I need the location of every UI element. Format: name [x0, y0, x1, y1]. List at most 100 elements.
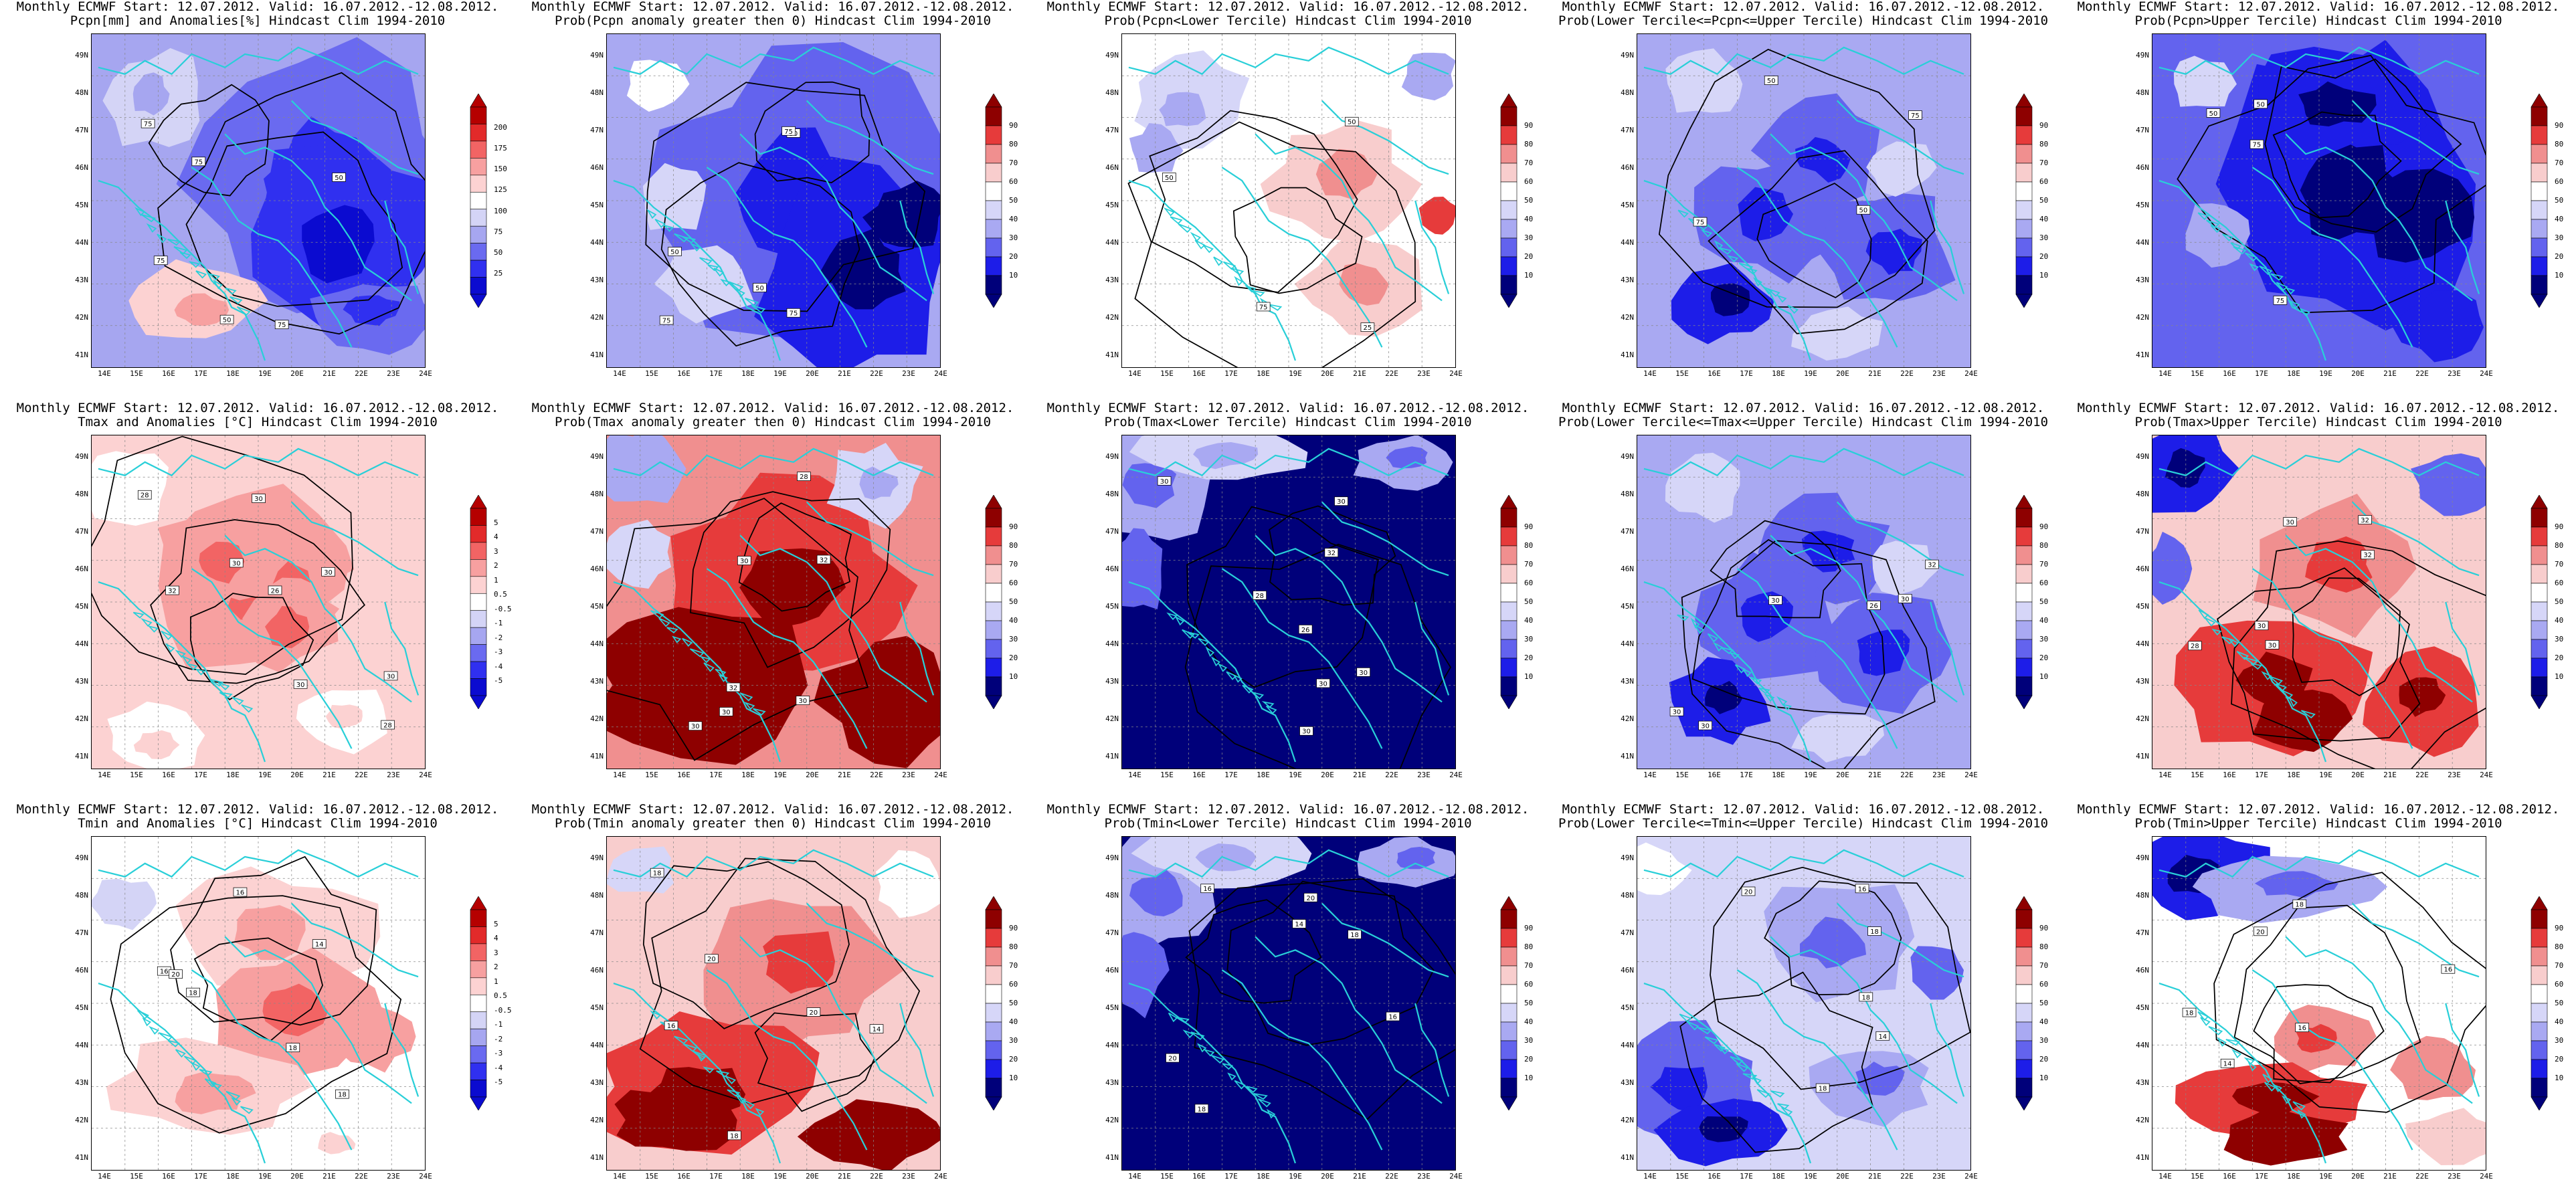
- colorbar-segment: [2015, 219, 2033, 239]
- latitude-label: 46N: [590, 966, 604, 975]
- contour-label: 30: [737, 556, 751, 565]
- panel-title-line2: Prob(Pcpn>Upper Tercile) Hindcast Clim 1…: [2134, 13, 2502, 28]
- coastline-and-borders: [613, 447, 935, 763]
- shaded-region-core: [325, 704, 363, 729]
- latitude-label: 48N: [590, 88, 604, 97]
- map-svg: 28 30 30 30 32 32: [2152, 435, 2486, 769]
- longitude-label: 24E: [419, 771, 432, 779]
- longitude-label: 22E: [1385, 1172, 1398, 1181]
- colorbar-segment: [2531, 163, 2548, 183]
- shaded-region-core: [302, 205, 375, 284]
- svg-text:75: 75: [2253, 142, 2262, 149]
- svg-text:30: 30: [2268, 642, 2277, 649]
- latitude-label: 47N: [2136, 126, 2149, 134]
- colorbar-tick-label: 90: [2555, 924, 2564, 932]
- colorbar-tick-label: 3: [494, 546, 498, 556]
- contour-label: 14: [2220, 1058, 2235, 1068]
- panel-title-line2: Prob(Lower Tercile<=Pcpn<=Upper Tercile)…: [1558, 13, 2049, 28]
- colorbar-segment: [985, 928, 1002, 948]
- svg-text:50: 50: [335, 175, 343, 182]
- svg-text:20: 20: [1168, 1056, 1177, 1063]
- contour-label: 75: [1256, 302, 1271, 311]
- colorbar-tick-label: 70: [1524, 159, 1534, 167]
- longitude-label: 18E: [2287, 369, 2300, 378]
- colorbar-tick-label: 3: [494, 948, 498, 957]
- latitude-label: 44N: [2136, 238, 2149, 247]
- colorbar-tick-label: 80: [2555, 140, 2564, 148]
- contour-label: 16: [2295, 1023, 2310, 1032]
- coastline-and-borders: [98, 849, 420, 1164]
- latitude-label: 48N: [590, 891, 604, 900]
- colorbar-segment: [985, 984, 1002, 1004]
- contour-label: 18: [650, 868, 664, 878]
- colorbar-segment: [985, 965, 1002, 985]
- contour-lines: [639, 858, 921, 1112]
- latitude-label: 42N: [1105, 1116, 1119, 1124]
- contour-lines: [1185, 878, 1455, 1120]
- longitude-label: 23E: [1417, 771, 1431, 779]
- colorbar-tick-label: 20: [1524, 654, 1534, 662]
- colorbar-segment: [985, 564, 1002, 584]
- longitude-label: 19E: [1804, 1172, 1817, 1181]
- longitude-label: 22E: [1900, 771, 1914, 779]
- colorbar-tick-label: 50: [2039, 196, 2049, 205]
- longitude-label: 20E: [2351, 771, 2365, 779]
- panel-title-line1: Monthly ECMWF Start: 12.07.2012. Valid: …: [531, 401, 1014, 415]
- colorbar-tick-label: 10: [2555, 672, 2564, 681]
- colorbar-tick-label: 10: [1009, 672, 1018, 681]
- longitude-label: 23E: [2448, 771, 2461, 779]
- longitude-label: 17E: [1740, 369, 1753, 378]
- longitude-label: 15E: [1160, 369, 1174, 378]
- colorbar-tick-label: 80: [1009, 140, 1018, 148]
- map-svg: 28 30 30 30 30 32 32: [607, 435, 940, 769]
- colorbar-segment: [985, 1059, 1002, 1079]
- svg-text:14: 14: [872, 1026, 881, 1033]
- longitude-label: 17E: [709, 369, 723, 378]
- svg-text:30: 30: [1319, 680, 1327, 688]
- colorbar-segment: [470, 627, 487, 645]
- colorbar-tick-label: 20: [1009, 252, 1018, 261]
- contour-label: 32: [1324, 548, 1339, 557]
- colorbar-segment: [985, 144, 1002, 164]
- svg-text:18: 18: [1861, 994, 1870, 1001]
- shaded-region-core: [1705, 681, 1743, 714]
- latitude-label: 49N: [2136, 51, 2149, 60]
- longitude-label: 18E: [1257, 771, 1270, 779]
- colorbar-tick-label: 70: [1009, 961, 1018, 970]
- colorbar-segment: [2531, 601, 2548, 621]
- contour-label: 30: [1157, 476, 1172, 486]
- svg-text:30: 30: [2258, 623, 2266, 630]
- contour-label: 50: [2253, 99, 2268, 108]
- shaded-region-core: [1129, 869, 1183, 917]
- longitude-label: 19E: [1289, 771, 1302, 779]
- latitude-label: 41N: [590, 752, 604, 761]
- panel-title-line1: Monthly ECMWF Start: 12.07.2012. Valid: …: [1046, 401, 1530, 415]
- latitude-label: 49N: [590, 51, 604, 60]
- colorbar-tick-label: 90: [1524, 924, 1534, 932]
- contour-label: 20: [1303, 892, 1318, 902]
- longitude-label: 20E: [806, 771, 819, 779]
- colorbar-segment: [2015, 909, 2033, 929]
- contour-label: 20: [1166, 1053, 1180, 1063]
- longitude-label: 18E: [1257, 369, 1270, 378]
- map-svg: 28 30 26 30 30 30 32 30: [1122, 435, 1455, 769]
- map-area: 505075757550: [606, 33, 941, 368]
- colorbar-tick-label: 70: [1009, 560, 1018, 569]
- svg-text:50: 50: [1767, 78, 1776, 85]
- contour-label: 30: [2283, 517, 2297, 526]
- contour-label: 75: [141, 118, 155, 128]
- longitude-label: 14E: [1643, 369, 1657, 378]
- map-panel: Monthly ECMWF Start: 12.07.2012. Valid: …: [515, 803, 1030, 1204]
- colorbar-tick-label: 80: [1524, 541, 1534, 550]
- longitude-label: 17E: [1740, 1172, 1753, 1181]
- longitude-label: 18E: [741, 771, 755, 779]
- colorbar-tick-label: -0.5: [494, 1005, 512, 1015]
- latitude-label: 48N: [1621, 88, 1634, 97]
- svg-text:30: 30: [740, 558, 749, 565]
- shaded-region: [2393, 290, 2484, 363]
- colorbar-segment: [2531, 946, 2548, 967]
- colorbar-tick-label: 50: [2039, 999, 2049, 1007]
- colorbar-segment: [470, 525, 487, 543]
- latitude-label: 41N: [1105, 350, 1119, 359]
